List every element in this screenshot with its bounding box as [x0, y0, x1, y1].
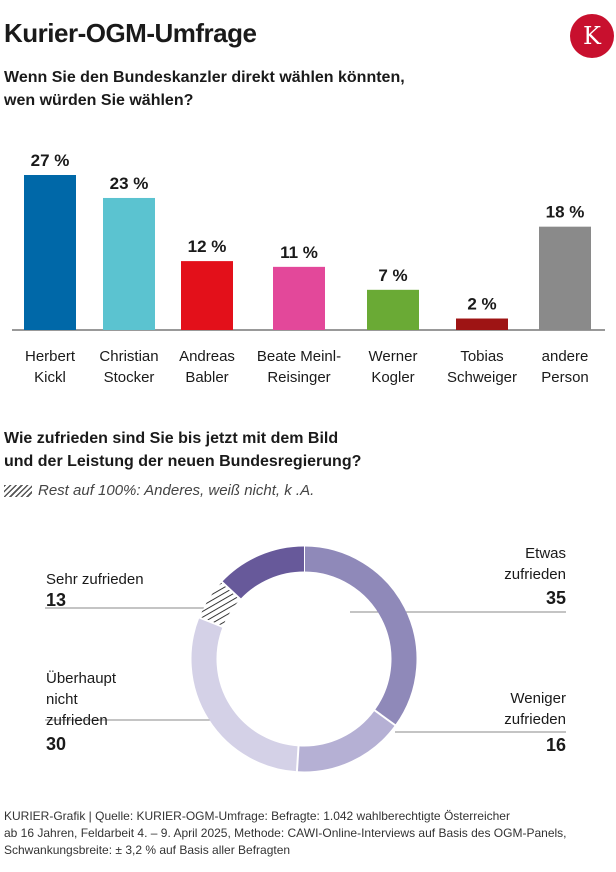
- slice-label: Weniger: [510, 690, 566, 707]
- kurier-logo: K: [570, 14, 614, 58]
- category-label: Andreas: [179, 348, 235, 365]
- bar-chart: 27 % Herbert Kickl 23 % Christian Stocker 12 %…: [12, 151, 605, 386]
- category-label: Herbert: [25, 348, 76, 365]
- slice-separator: [198, 616, 224, 629]
- bar: [181, 261, 233, 330]
- bar-value-label: 11 %: [280, 243, 318, 262]
- bar-value-label: 18 %: [546, 203, 585, 222]
- slice-value-label: 16: [546, 735, 566, 755]
- slice-label: Sehr zufrieden: [46, 571, 144, 588]
- category-label: Babler: [185, 369, 228, 386]
- bar: [24, 175, 76, 330]
- slice-label: zufrieden: [46, 712, 108, 729]
- category-label: Kogler: [371, 369, 414, 386]
- donut-chart: Etwas zufrieden 35 Weniger zufrieden 16 Überha…: [45, 545, 566, 773]
- slice-value-label: 30: [46, 734, 66, 754]
- bar-value-label: 12 %: [188, 237, 227, 256]
- category-label: Kickl: [34, 369, 66, 386]
- donut-slice: [191, 617, 299, 772]
- source-footer: KURIER-Grafik | Quelle: KURIER-OGM-Umfra…: [4, 809, 567, 857]
- donut-slice: [303, 546, 417, 726]
- slice-label: Etwas: [525, 545, 566, 562]
- donut-slice: [221, 546, 305, 600]
- bar: [456, 318, 508, 330]
- question-1: Wenn Sie den Bundeskanzler direkt wählen…: [4, 69, 405, 109]
- category-label: Tobias: [460, 348, 503, 365]
- category-label: andere: [542, 348, 589, 365]
- bar: [103, 197, 155, 330]
- slice-label: zufrieden: [504, 711, 566, 728]
- slice-value-label: 35: [546, 588, 566, 608]
- slice-label: nicht: [46, 691, 79, 708]
- category-label: Schweiger: [447, 369, 517, 386]
- question-2: Wie zufrieden sind Sie bis jetzt mit dem…: [4, 430, 362, 470]
- rest-note-text: Rest auf 100%: Anderes, weiß nicht, k .A…: [38, 482, 315, 499]
- bar: [273, 266, 325, 330]
- category-label: Werner: [369, 348, 418, 365]
- slice-label: zufrieden: [504, 566, 566, 583]
- bar-value-label: 27 %: [31, 151, 70, 170]
- category-label: Reisinger: [267, 369, 330, 386]
- donut-slice: [296, 710, 396, 772]
- rest-note: Rest auf 100%: Anderes, weiß nicht, k .A…: [4, 482, 314, 499]
- slice-separator: [373, 709, 397, 727]
- slice-value-label: 13: [46, 590, 66, 610]
- hatch-swatch-icon: [4, 484, 32, 497]
- slice-label: Überhaupt: [46, 669, 117, 687]
- bar-value-label: 7 %: [378, 266, 407, 285]
- donut-slice: [199, 581, 241, 628]
- bar: [367, 289, 419, 330]
- category-label: Person: [541, 369, 589, 386]
- bar-value-label: 2 %: [467, 295, 496, 314]
- slice-separator: [295, 745, 300, 773]
- slice-separator: [220, 580, 242, 601]
- bar-value-label: 23 %: [110, 174, 149, 193]
- category-label: Beate Meinl-: [257, 348, 341, 365]
- bar: [539, 226, 591, 330]
- page-title: Kurier-OGM-Umfrage: [4, 18, 257, 48]
- category-label: Christian: [99, 348, 158, 365]
- category-label: Stocker: [104, 369, 155, 386]
